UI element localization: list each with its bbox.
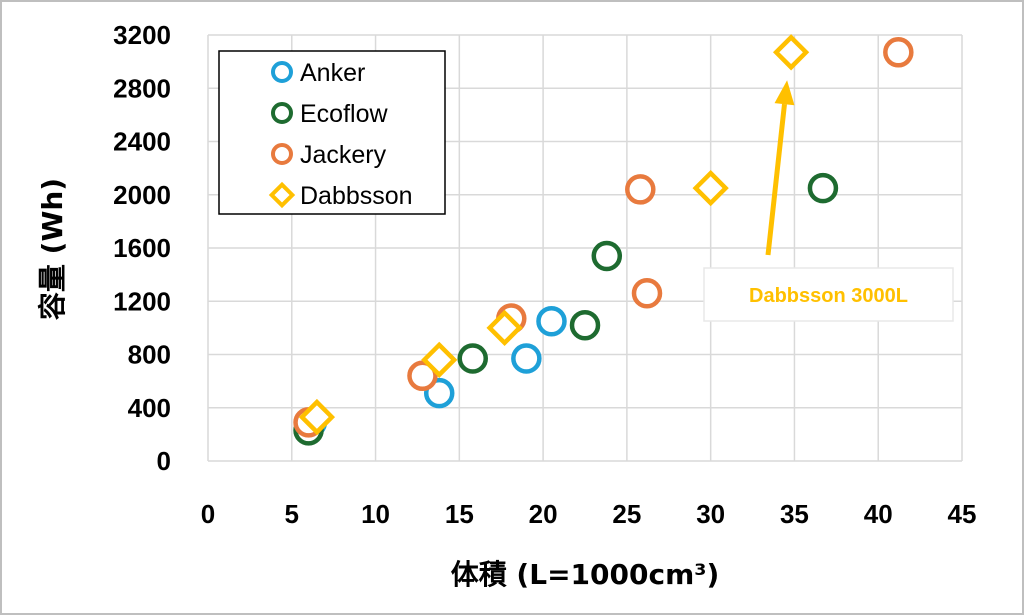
y-tick-label: 2000 [113, 180, 171, 210]
legend: Anker Ecoflow Jackery Dabbsson [218, 50, 446, 215]
data-point-ecoflow [807, 172, 839, 204]
data-point-jackery [883, 37, 914, 68]
annotation-box [703, 267, 954, 322]
x-tick-label: 10 [361, 499, 390, 529]
annotation-label: Dabbsson 3000L [749, 285, 908, 307]
x-tick-label: 25 [612, 499, 641, 529]
y-axis-ticks: 0 400 800 1200 1600 2000 2400 2800 3200 [113, 20, 171, 476]
annotation-arrow-shaft [765, 103, 787, 256]
legend-label-dabbsson: Dabbsson [300, 182, 413, 210]
data-point-ecoflow [569, 309, 601, 341]
legend-label-anker: Anker [300, 59, 365, 87]
data-point-dabbsson [421, 341, 458, 378]
x-tick-label: 0 [201, 499, 215, 529]
data-point-ecoflow [591, 240, 623, 272]
data-points [293, 34, 914, 446]
x-axis-ticks: 0 5 10 15 20 25 30 35 40 45 [201, 499, 977, 529]
y-tick-label: 3200 [113, 20, 171, 50]
x-tick-label: 20 [529, 499, 558, 529]
data-point-jackery [407, 360, 438, 392]
data-point-jackery [631, 278, 663, 309]
x-axis-title: 体積 (L=1000cm³) [451, 558, 720, 591]
y-tick-label: 2800 [113, 73, 171, 103]
y-tick-label: 0 [157, 446, 171, 476]
legend-marker-jackery [271, 143, 293, 165]
data-point-dabbsson [692, 169, 729, 207]
y-tick-label: 800 [128, 340, 171, 370]
y-tick-label: 400 [128, 393, 171, 423]
data-point-dabbsson [298, 398, 336, 436]
data-point-ecoflow [457, 343, 488, 374]
annotation-arrow-head [774, 80, 795, 106]
y-axis-title: 容量 (Wh) [36, 178, 69, 320]
x-tick-label: 35 [780, 499, 809, 529]
x-tick-label: 5 [285, 499, 299, 529]
data-point-dabbsson [772, 34, 810, 71]
legend-box [218, 50, 446, 215]
legend-marker-dabbsson [268, 181, 296, 209]
x-tick-label: 30 [696, 499, 725, 529]
data-point-dabbsson [486, 309, 523, 347]
y-tick-label: 2400 [113, 127, 171, 157]
x-tick-label: 15 [445, 499, 474, 529]
legend-label-ecoflow: Ecoflow [300, 100, 388, 128]
legend-marker-anker [271, 61, 293, 83]
legend-label-jackery: Jackery [300, 141, 387, 169]
data-point-anker [511, 343, 542, 374]
x-tick-label: 40 [864, 499, 893, 529]
y-tick-label: 1200 [113, 286, 171, 316]
data-point-anker [536, 305, 567, 337]
annotation: Dabbsson 3000L [703, 80, 954, 322]
x-tick-label: 45 [948, 499, 977, 529]
legend-marker-ecoflow [271, 102, 293, 124]
y-tick-label: 1600 [113, 233, 171, 263]
grid-lines [207, 34, 963, 462]
data-point-jackery [625, 174, 656, 205]
